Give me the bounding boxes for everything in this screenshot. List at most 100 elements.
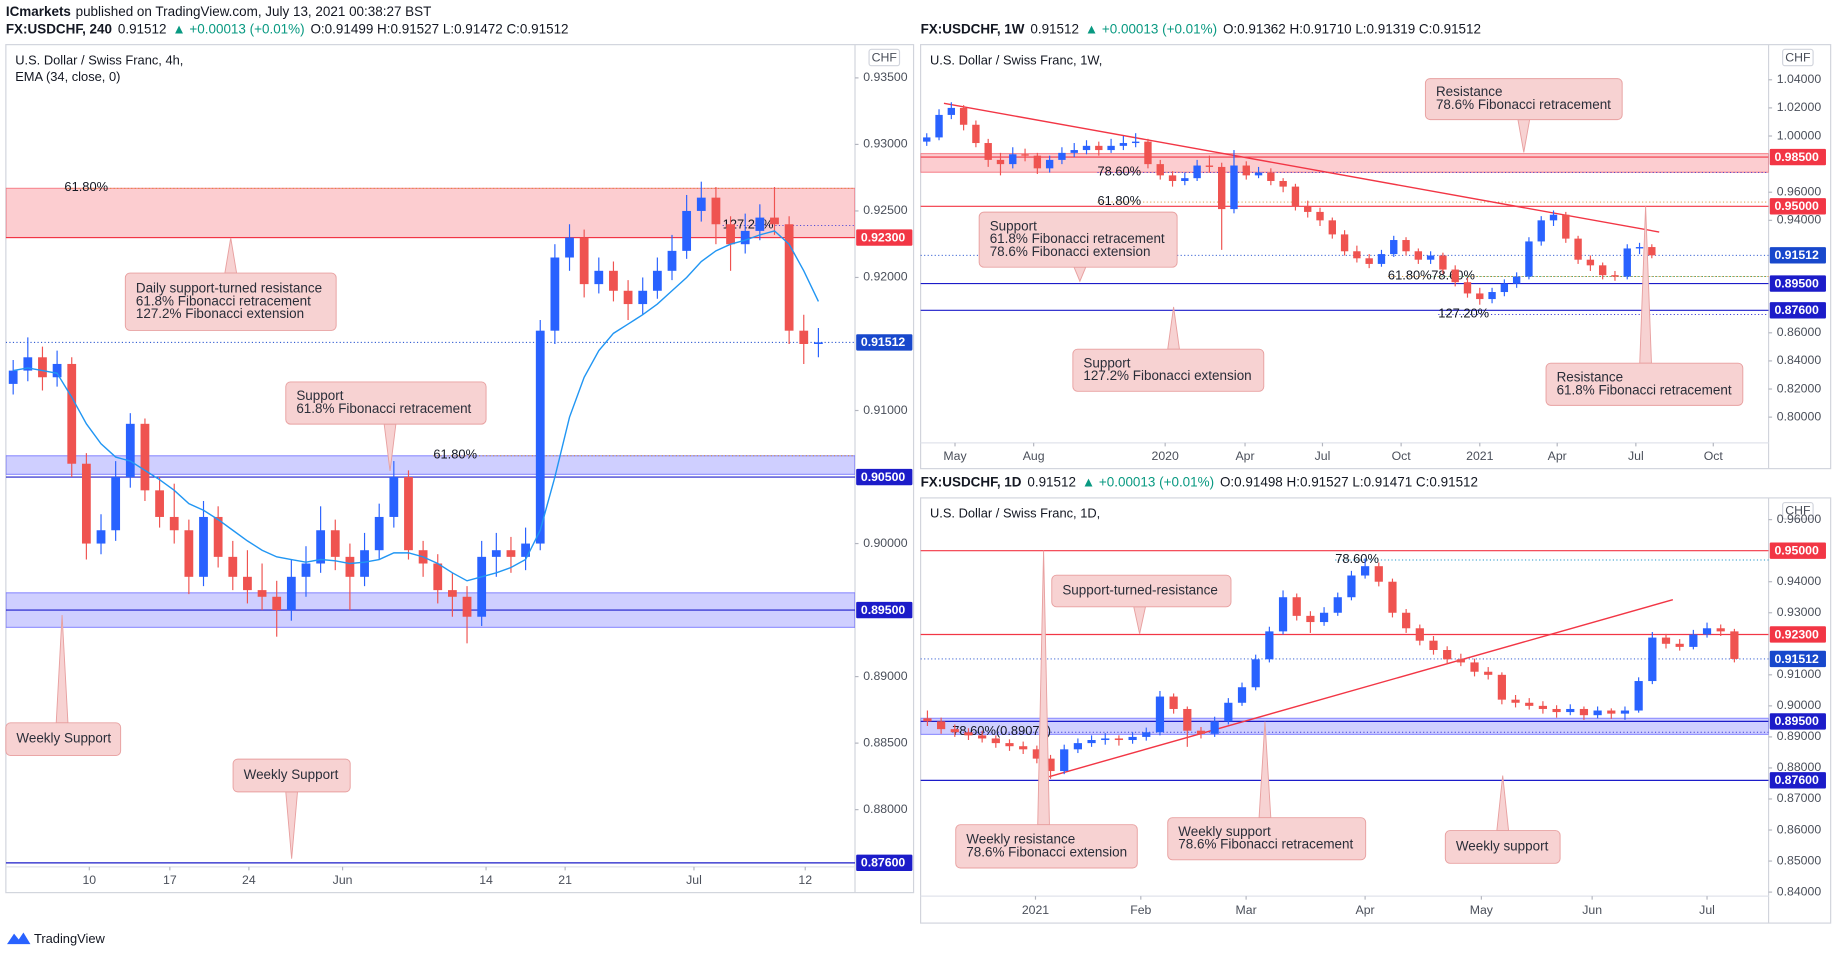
price-label: 0.89500 bbox=[1774, 276, 1819, 290]
pane-title: U.S. Dollar / Swiss Franc, 1W, bbox=[930, 52, 1102, 67]
candle-body bbox=[609, 270, 618, 291]
chart-panel: 78.60%61.80%61.80%78.60%127.20%FX:USDCHF… bbox=[920, 21, 1832, 470]
candle-body bbox=[1340, 234, 1349, 252]
candle-body bbox=[316, 530, 326, 564]
candle-body bbox=[1488, 292, 1496, 300]
candle-body bbox=[1648, 637, 1657, 682]
price-label: 0.95000 bbox=[1774, 544, 1819, 558]
candle-body bbox=[1511, 699, 1520, 703]
symbol: FX:USDCHF, 240 bbox=[6, 21, 112, 36]
candle-body bbox=[1237, 687, 1247, 703]
publisher: ICmarkets bbox=[6, 3, 71, 18]
candle-body bbox=[978, 735, 987, 739]
y-tick-label: 0.88000 bbox=[1777, 760, 1822, 774]
candle-body bbox=[947, 107, 956, 115]
candle-body bbox=[1702, 628, 1712, 635]
candle-body bbox=[923, 718, 932, 722]
candle-body bbox=[696, 197, 706, 211]
x-tick-label: Jun bbox=[1582, 903, 1602, 917]
y-tick-label: 0.89000 bbox=[1777, 729, 1822, 743]
candle-body bbox=[330, 530, 340, 557]
candle-body bbox=[535, 330, 545, 544]
x-tick-label: 10 bbox=[82, 873, 96, 887]
callout-text: 61.8% Fibonacci retracement bbox=[990, 231, 1165, 246]
y-tick-label: 0.96000 bbox=[1777, 184, 1822, 198]
candle-body bbox=[579, 237, 589, 285]
candle-body bbox=[1230, 165, 1238, 210]
y-tick-label: 0.88000 bbox=[863, 802, 908, 816]
candle-body bbox=[1073, 743, 1082, 750]
candle-body bbox=[23, 357, 33, 371]
candle-body bbox=[1429, 640, 1438, 650]
symbol-line: FX:USDCHF, 1W 0.91512 ▲ +0.00013 (+0.01%) O… bbox=[921, 21, 1481, 36]
fib-label: 61.80% bbox=[64, 179, 108, 194]
x-tick-label: 24 bbox=[242, 873, 256, 887]
candle-body bbox=[1549, 214, 1558, 221]
candle-body bbox=[1402, 612, 1411, 629]
candle-body bbox=[1070, 150, 1078, 153]
candle-body bbox=[1205, 165, 1214, 167]
callout-box bbox=[1545, 362, 1744, 406]
callout-box bbox=[1072, 348, 1265, 392]
callout-text: 78.6% Fibonacci retracement bbox=[1178, 837, 1353, 852]
candle-body bbox=[433, 563, 443, 591]
candle-body bbox=[1634, 681, 1643, 711]
candle-body bbox=[286, 576, 296, 611]
change: ▲ +0.00013 (+0.01%) bbox=[172, 21, 304, 36]
candle-body bbox=[1500, 283, 1509, 293]
candle-body bbox=[506, 550, 516, 557]
candle-body bbox=[1537, 220, 1545, 242]
x-tick-label: Jul bbox=[686, 873, 702, 887]
price-label: 0.89500 bbox=[1774, 714, 1819, 728]
fib-label: 61.80% bbox=[1388, 267, 1432, 282]
candle-body bbox=[638, 290, 648, 305]
symbol-line: FX:USDCHF, 1D 0.91512 ▲ +0.00013 (+0.01%) O… bbox=[921, 474, 1478, 489]
price-label-box bbox=[1769, 247, 1826, 264]
candle-body bbox=[169, 516, 179, 531]
candle-body bbox=[1319, 612, 1329, 623]
x-tick-label: May bbox=[943, 449, 967, 463]
pane-title: U.S. Dollar / Swiss Franc, 1D, bbox=[930, 506, 1100, 521]
candle-body bbox=[52, 363, 62, 378]
y-tick-label: 0.93500 bbox=[863, 70, 908, 84]
candle-body bbox=[1623, 248, 1631, 277]
candle-body bbox=[1648, 247, 1656, 256]
callout: Weekly Support bbox=[5, 615, 122, 757]
candle-body bbox=[1218, 166, 1226, 210]
candle-body bbox=[1402, 240, 1410, 252]
candle-body bbox=[1607, 710, 1616, 714]
candle-body bbox=[125, 423, 135, 478]
currency: CHF bbox=[1785, 504, 1811, 518]
x-tick-label: Apr bbox=[1356, 903, 1375, 917]
candle-body bbox=[1525, 241, 1533, 277]
x-tick-label: Feb bbox=[1130, 903, 1151, 917]
fib-label: 78.60% bbox=[1335, 551, 1379, 566]
currency: CHF bbox=[1785, 50, 1811, 64]
symbol: FX:USDCHF, 1W bbox=[921, 21, 1025, 36]
callout-text: Support bbox=[296, 388, 343, 403]
candle-body bbox=[345, 556, 355, 577]
y-tick-label: 0.90000 bbox=[1777, 698, 1822, 712]
candle-body bbox=[1095, 145, 1103, 151]
price-label-box bbox=[1769, 302, 1826, 319]
candle-body bbox=[1142, 732, 1151, 737]
candle-body bbox=[991, 738, 1000, 744]
candle-body bbox=[1635, 247, 1644, 249]
y-tick-label: 0.92500 bbox=[863, 203, 908, 217]
callout-box bbox=[5, 722, 122, 757]
y-tick-label: 0.86000 bbox=[1777, 325, 1822, 339]
candle-body bbox=[1210, 721, 1219, 734]
candle-body bbox=[1525, 702, 1534, 706]
candle-body bbox=[462, 596, 472, 617]
indicator-label: EMA (34, close, 0) bbox=[15, 69, 120, 84]
symbol-line: FX:USDCHF, 240 0.91512 ▲ +0.00013 (+0.01%)… bbox=[6, 21, 569, 36]
currency-box bbox=[1782, 502, 1814, 520]
candle-body bbox=[1562, 214, 1570, 239]
candle-body bbox=[1265, 631, 1274, 660]
y-tick-label: 0.85000 bbox=[1777, 853, 1822, 867]
candle-body bbox=[477, 556, 487, 617]
